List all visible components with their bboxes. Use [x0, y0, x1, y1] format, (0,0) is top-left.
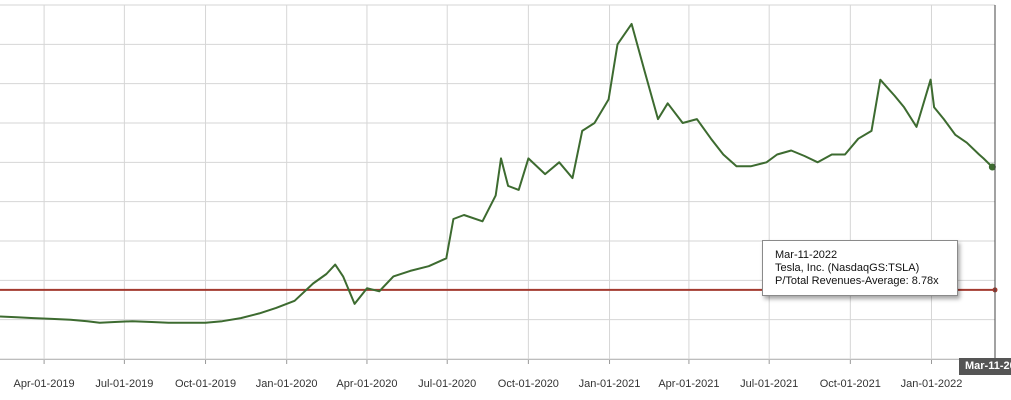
x-tick-label: Oct-01-2020 [498, 378, 559, 390]
series-end-marker [988, 163, 996, 171]
x-tick-label: Jan-01-2021 [579, 378, 641, 390]
hover-tooltip: Mar-11-2022 Tesla, Inc. (NasdaqGS:TSLA) … [762, 240, 958, 296]
tooltip-company: Tesla, Inc. (NasdaqGS:TSLA) [775, 262, 920, 274]
cursor-date-label: Mar-11-20 [959, 358, 1011, 375]
x-tick-label: Jul-01-2019 [95, 378, 153, 390]
x-tick-label: Oct-01-2019 [175, 378, 236, 390]
tooltip-date: Mar-11-2022 [775, 249, 838, 261]
grid-lines [0, 4, 995, 360]
x-axis-ticks: Apr-01-2019 Jul-01-2019 Oct-01-2019 Jan-01-… [0, 359, 995, 390]
series-line [0, 22, 994, 324]
x-tick-label: Oct-01-2021 [820, 378, 881, 390]
x-tick-label: Jan-01-2022 [901, 378, 963, 390]
x-tick-label: Jul-01-2021 [740, 378, 798, 390]
x-tick-label: Apr-01-2019 [14, 378, 75, 390]
x-tick-label: Jan-01-2020 [256, 378, 318, 390]
x-tick-label: Jul-01-2020 [418, 378, 476, 390]
x-tick-label: Apr-01-2020 [336, 378, 397, 390]
tooltip-metric: P/Total Revenues-Average: 8.78x [775, 275, 939, 287]
x-tick-label: Apr-01-2021 [658, 378, 719, 390]
